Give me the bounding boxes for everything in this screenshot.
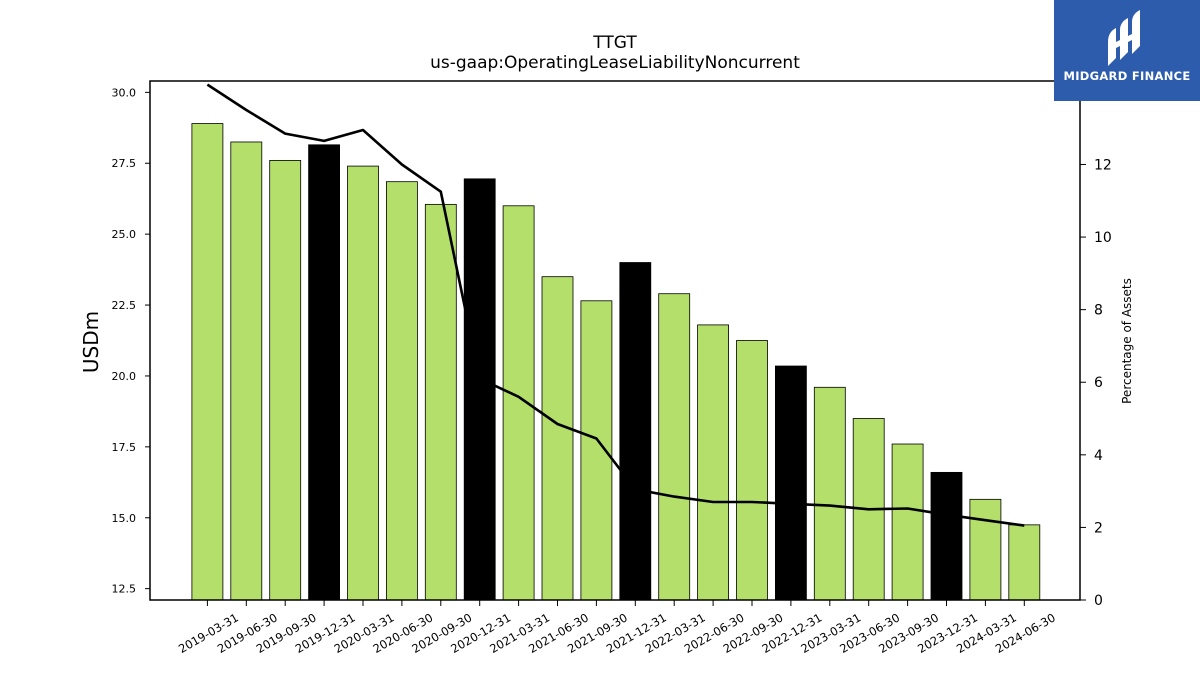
left-tick-label: 27.5 [112,157,137,170]
left-tick-label: 20.0 [112,370,137,383]
left-axis: 12.5 15.0 17.5 20.0 22.5 25.0 27.5 30.0 [112,86,150,596]
chart-title: TTGT [592,33,637,53]
bar-2021-12-31 [619,262,652,601]
left-tick-label: 12.5 [112,583,137,596]
bar-2022-12-31 [775,365,807,601]
midgard-logo: MIDGARD FINANCE [1054,0,1200,101]
bar-2020-12-31 [463,178,496,601]
bar-2022-09-30 [736,340,768,601]
right-tick-label: 8 [1094,303,1103,319]
bar-2022-03-31 [658,293,691,601]
bar-2023-03-31 [813,386,846,601]
x-axis: 2019-03-312019-06-302019-09-302019-12-31… [176,600,1058,656]
left-tick-label: 30.0 [112,86,137,99]
left-tick-label: 25.0 [112,228,137,241]
right-tick-label: 4 [1094,448,1103,464]
bar-2019-09-30 [269,160,302,601]
bar-2024-06-30 [1008,524,1041,601]
bar-2020-09-30 [424,203,457,601]
bar-2020-06-30 [385,181,418,601]
right-axis: 02468101214 [1080,85,1112,609]
bar-2023-12-31 [930,471,963,601]
left-tick-label: 17.5 [112,441,137,454]
chart-subtitle: us-gaap:OperatingLeaseLiabilityNoncurren… [430,53,800,73]
bar-2020-03-31 [347,165,379,601]
right-tick-label: 10 [1094,230,1112,246]
midgard-logo-icon [1108,10,1140,66]
bar-2023-09-30 [891,443,924,601]
left-tick-label: 15.0 [112,512,137,525]
left-tick-label: 22.5 [112,299,137,312]
right-tick-label: 2 [1094,520,1103,536]
plot-frame [149,80,1081,601]
percentage-of-assets-line [206,83,1025,527]
bar-2021-06-30 [541,276,574,601]
left-axis-label: USDm [79,311,103,373]
bar-2019-03-31 [191,123,224,601]
bar-2019-12-31 [308,144,341,601]
bars-group [191,123,1041,601]
bar-2019-06-30 [230,141,263,601]
line-series-group [206,83,1025,527]
bar-2022-06-30 [697,324,729,601]
logo-text: MIDGARD FINANCE [1063,69,1191,83]
right-tick-label: 0 [1094,593,1103,609]
right-tick-label: 6 [1094,375,1103,391]
right-tick-label: 12 [1094,157,1112,173]
bar-2021-09-30 [580,300,613,601]
right-axis-label: Percentage of Assets [1120,278,1134,404]
bar-2024-03-31 [969,498,1002,601]
